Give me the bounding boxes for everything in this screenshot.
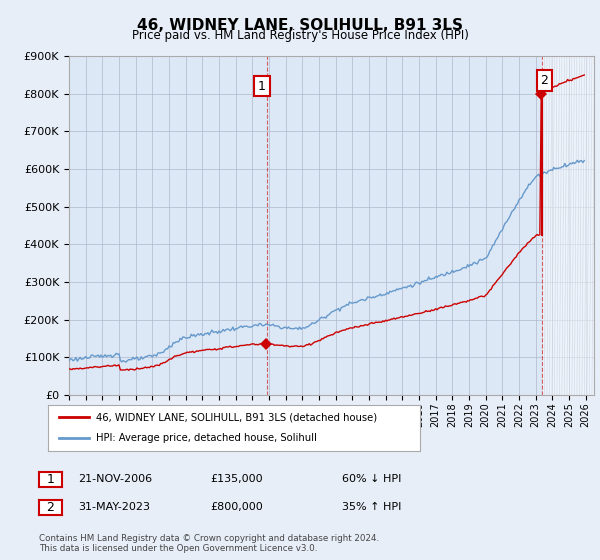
Text: £800,000: £800,000 [210, 502, 263, 512]
Text: HPI: Average price, detached house, Solihull: HPI: Average price, detached house, Soli… [97, 433, 317, 444]
Text: 21-NOV-2006: 21-NOV-2006 [78, 474, 152, 484]
Text: Price paid vs. HM Land Registry's House Price Index (HPI): Price paid vs. HM Land Registry's House … [131, 29, 469, 42]
Text: 1: 1 [46, 473, 55, 486]
Text: Contains HM Land Registry data © Crown copyright and database right 2024.
This d: Contains HM Land Registry data © Crown c… [39, 534, 379, 553]
Text: 31-MAY-2023: 31-MAY-2023 [78, 502, 150, 512]
Text: 46, WIDNEY LANE, SOLIHULL, B91 3LS (detached house): 46, WIDNEY LANE, SOLIHULL, B91 3LS (deta… [97, 412, 377, 422]
Text: 2: 2 [541, 74, 548, 87]
Text: 1: 1 [258, 80, 266, 92]
Text: £135,000: £135,000 [210, 474, 263, 484]
Text: 60% ↓ HPI: 60% ↓ HPI [342, 474, 401, 484]
Text: 35% ↑ HPI: 35% ↑ HPI [342, 502, 401, 512]
Text: 2: 2 [46, 501, 55, 514]
Text: 46, WIDNEY LANE, SOLIHULL, B91 3LS: 46, WIDNEY LANE, SOLIHULL, B91 3LS [137, 18, 463, 33]
